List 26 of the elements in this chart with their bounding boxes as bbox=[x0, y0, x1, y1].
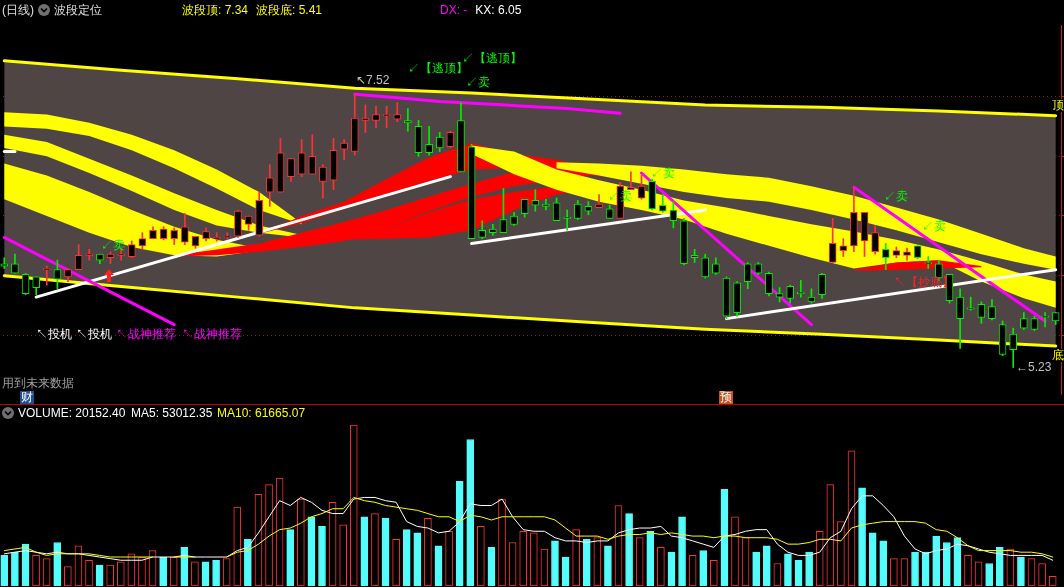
annotation: 用到未来数据 bbox=[2, 376, 74, 390]
text: KX: 6.05 bbox=[475, 3, 522, 17]
text: 波段底: 5.41 bbox=[256, 3, 323, 17]
annotation: ↙卖 bbox=[466, 75, 490, 89]
annotation: ↖投机 bbox=[36, 327, 72, 341]
chart-title: (日线) bbox=[2, 3, 34, 17]
text: 波段顶: 7.34 bbox=[182, 3, 249, 17]
chart-subtitle: 波段定位 bbox=[54, 3, 102, 17]
annotation: ↙卖 bbox=[922, 219, 946, 233]
annotation: ↖7.52 bbox=[356, 73, 390, 87]
annotation: ↙卖 bbox=[884, 189, 908, 203]
annotation: ↖战神推荐 bbox=[182, 327, 242, 341]
annotation: ↖【抄底】 bbox=[894, 275, 954, 289]
annotation: 顶 bbox=[1051, 98, 1064, 112]
annotation: ↙卖 bbox=[101, 238, 125, 252]
annotation: 底 bbox=[1051, 348, 1064, 362]
annotation: ←5.23 bbox=[1016, 360, 1052, 374]
text: VOLUME: 20152.40 bbox=[18, 406, 126, 420]
text: DX: - bbox=[440, 3, 468, 17]
annotation: ↖投机 bbox=[76, 327, 112, 341]
text: MA10: 61665.07 bbox=[217, 406, 306, 420]
annotation: 预 bbox=[719, 390, 733, 404]
annotation: ↙卖 bbox=[651, 166, 675, 180]
annotation: 财 bbox=[20, 390, 34, 404]
text: MA5: 53012.35 bbox=[131, 406, 213, 420]
annotation: ↖战神推荐 bbox=[116, 327, 176, 341]
